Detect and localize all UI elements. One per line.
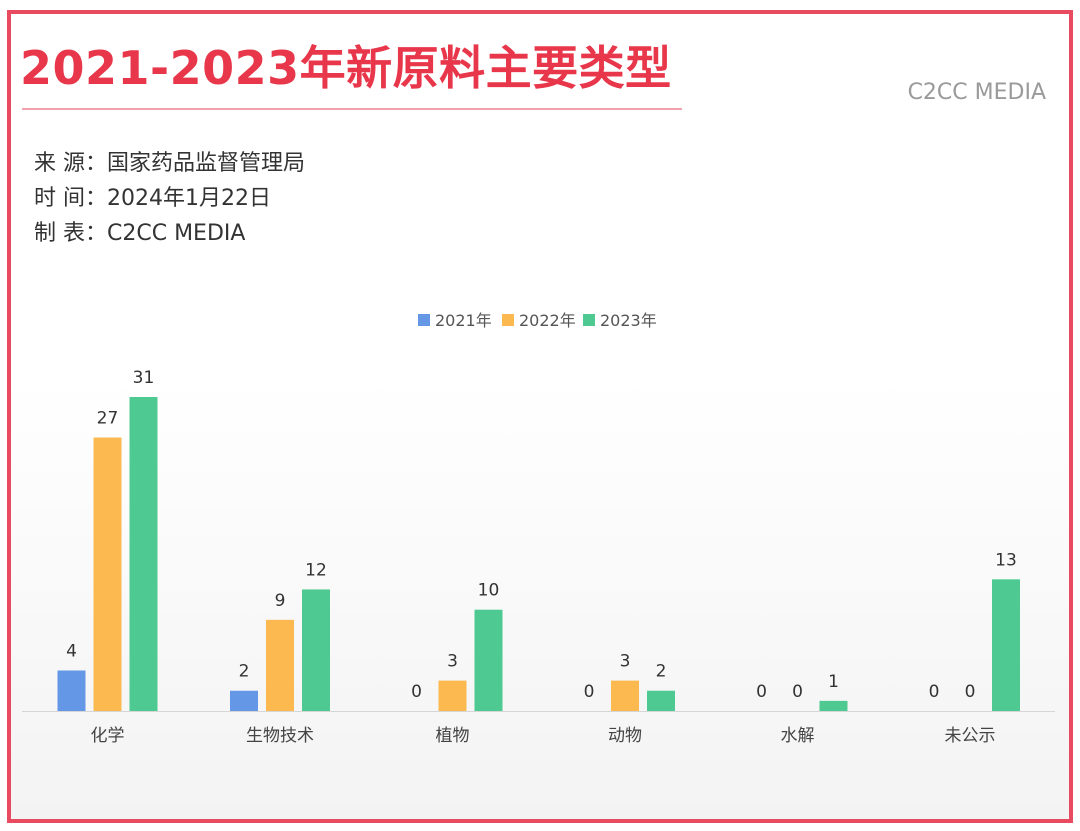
x-tick-label-2: 植物 bbox=[436, 726, 470, 746]
data-label-1-2: 12 bbox=[305, 560, 327, 580]
bar-0-0 bbox=[57, 670, 86, 711]
meta-row-date: 时 间：2024年1月22日 bbox=[34, 181, 305, 216]
legend-swatch-1 bbox=[502, 314, 514, 326]
meta-row-maker: 制 表：C2CC MEDIA bbox=[34, 216, 305, 251]
bar-3-2 bbox=[647, 690, 675, 711]
x-tick-label-3: 动物 bbox=[608, 726, 642, 746]
poster-frame bbox=[7, 10, 1073, 823]
x-tick-label-1: 生物技术 bbox=[246, 726, 314, 746]
data-label-3-2: 2 bbox=[656, 662, 667, 682]
meta-label-source: 来 源： bbox=[34, 151, 107, 176]
bar-4-2 bbox=[819, 700, 848, 711]
legend-label-0: 2021年 bbox=[435, 311, 492, 330]
data-label-1-1: 9 bbox=[275, 591, 286, 611]
data-label-0-0: 4 bbox=[66, 641, 77, 661]
bar-1-1 bbox=[266, 619, 294, 711]
data-label-0-2: 31 bbox=[133, 368, 155, 388]
data-label-5-1: 0 bbox=[965, 682, 976, 702]
data-label-2-0: 0 bbox=[411, 682, 422, 702]
legend-label-2: 2023年 bbox=[600, 311, 657, 330]
x-tick-label-4: 水解 bbox=[781, 726, 815, 746]
data-label-4-1: 0 bbox=[792, 682, 803, 702]
legend-swatch-0 bbox=[418, 314, 430, 326]
bar-5-2 bbox=[992, 579, 1020, 711]
legend-label-1: 2022年 bbox=[519, 311, 576, 330]
data-label-3-0: 0 bbox=[584, 682, 595, 702]
bar-0-2 bbox=[129, 397, 158, 711]
data-label-5-0: 0 bbox=[929, 682, 940, 702]
page-title: 2021-2023年新原料主要类型 bbox=[20, 41, 672, 95]
bar-1-0 bbox=[230, 690, 258, 711]
data-label-1-0: 2 bbox=[239, 662, 250, 682]
bar-0-1 bbox=[93, 437, 122, 711]
bar-1-2 bbox=[302, 589, 330, 711]
bar-3-1 bbox=[611, 680, 639, 711]
meta-value-date: 2024年1月22日 bbox=[107, 186, 271, 211]
bar-2-1 bbox=[438, 680, 467, 711]
meta-value-source: 国家药品监督管理局 bbox=[107, 151, 306, 176]
data-label-3-1: 3 bbox=[620, 652, 631, 672]
brand-label: C2CC MEDIA bbox=[907, 80, 1046, 105]
x-tick-label-5: 未公示 bbox=[945, 726, 996, 746]
data-label-5-2: 13 bbox=[995, 550, 1017, 570]
data-label-0-1: 27 bbox=[97, 409, 119, 429]
bar-2-2 bbox=[474, 609, 503, 711]
title-underline bbox=[22, 108, 682, 110]
x-tick-label-0: 化学 bbox=[91, 726, 125, 746]
data-label-4-2: 1 bbox=[828, 672, 839, 692]
meta-row-source: 来 源：国家药品监督管理局 bbox=[34, 146, 305, 181]
legend-swatch-2 bbox=[583, 314, 595, 326]
meta-label-maker: 制 表： bbox=[34, 221, 107, 246]
data-label-2-1: 3 bbox=[447, 652, 458, 672]
meta-value-maker: C2CC MEDIA bbox=[107, 221, 246, 246]
meta-info: 来 源：国家药品监督管理局 时 间：2024年1月22日 制 表：C2CC ME… bbox=[34, 146, 305, 251]
meta-label-date: 时 间： bbox=[34, 186, 107, 211]
data-label-4-0: 0 bbox=[756, 682, 767, 702]
data-label-2-2: 10 bbox=[478, 581, 500, 601]
